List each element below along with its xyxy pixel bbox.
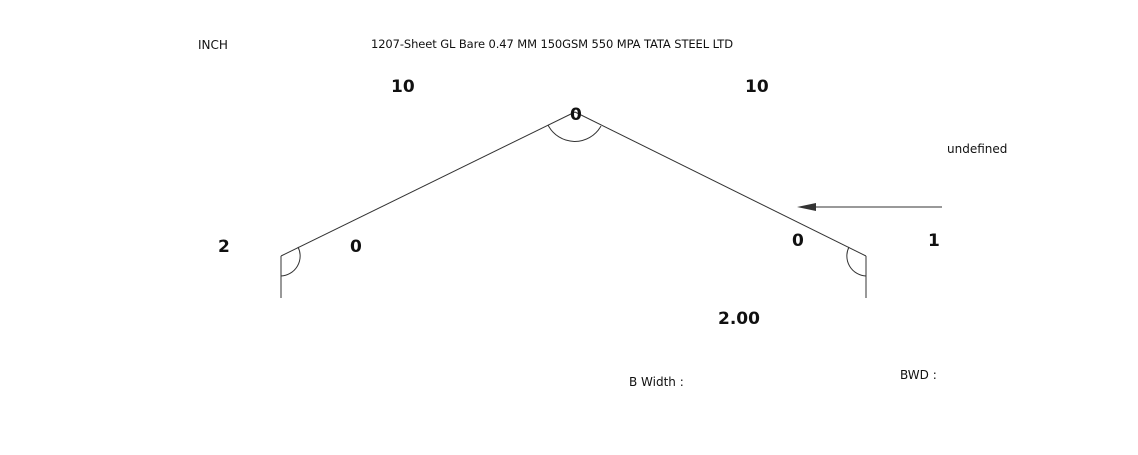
left-bend-arc <box>280 246 301 277</box>
right-bend-arc <box>846 246 867 277</box>
apex-angle-arc <box>547 124 602 142</box>
unit-label: INCH <box>198 38 228 52</box>
bwd-label: BWD : <box>900 368 937 382</box>
drawing-title: 1207-Sheet GL Bare 0.47 MM 150GSM 550 MP… <box>371 37 733 51</box>
right-slope-line <box>574 111 867 257</box>
right-bend-angle: 0 <box>792 231 804 251</box>
right-slope-length: 10 <box>745 77 769 97</box>
left-bend-angle: 0 <box>350 237 362 257</box>
b-width-label: B Width : <box>629 375 684 389</box>
right-leg-length: 1 <box>928 231 940 251</box>
left-slope-line <box>280 111 576 257</box>
apex-angle-value: 0 <box>570 105 582 125</box>
bottom-value: 2.00 <box>718 309 760 329</box>
direction-arrow-head <box>797 203 816 211</box>
left-slope-length: 10 <box>391 77 415 97</box>
arrow-note: undefined <box>947 142 1008 156</box>
left-leg-length: 2 <box>218 237 230 257</box>
